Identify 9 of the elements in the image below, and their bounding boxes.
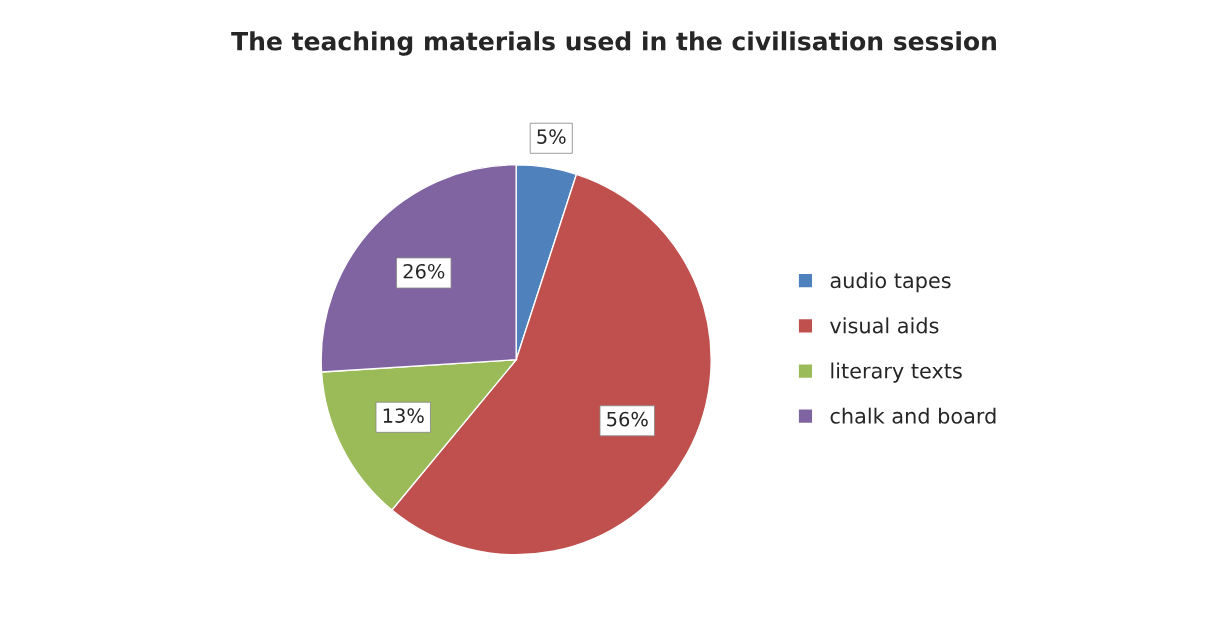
legend-label: literary texts: [831, 362, 962, 383]
legend-label: audio tapes: [830, 272, 951, 293]
chart-title: The teaching materials used in the civilisation session: [231, 31, 996, 56]
legend-label: chalk and board: [830, 407, 996, 424]
data-label: 5%: [537, 129, 566, 144]
data-label: 56%: [607, 411, 648, 427]
data-label: 26%: [403, 263, 445, 279]
data-label: 13%: [383, 408, 424, 423]
legend-label: visual aids: [830, 317, 939, 334]
